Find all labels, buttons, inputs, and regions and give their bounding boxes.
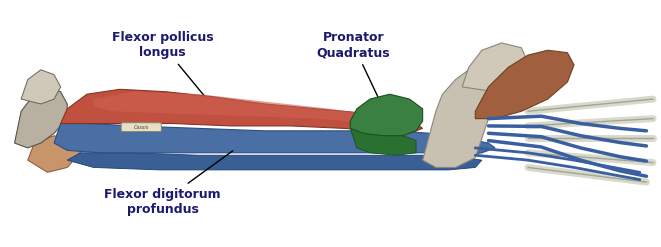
Polygon shape — [61, 89, 422, 133]
Polygon shape — [21, 70, 61, 104]
Polygon shape — [475, 50, 574, 119]
Polygon shape — [28, 136, 81, 172]
Polygon shape — [350, 128, 416, 155]
Polygon shape — [350, 94, 422, 136]
Polygon shape — [422, 65, 508, 167]
Polygon shape — [15, 87, 67, 148]
Text: Pronator
Quadratus: Pronator Quadratus — [317, 31, 391, 112]
FancyBboxPatch shape — [121, 123, 161, 132]
Text: Flexor pollicus
longus: Flexor pollicus longus — [112, 31, 214, 103]
Polygon shape — [54, 124, 495, 155]
Polygon shape — [462, 43, 528, 92]
Text: Flexor digitorum
profundus: Flexor digitorum profundus — [104, 151, 233, 216]
Text: Cassis: Cassis — [134, 125, 149, 130]
Polygon shape — [94, 92, 403, 124]
Polygon shape — [67, 153, 482, 170]
